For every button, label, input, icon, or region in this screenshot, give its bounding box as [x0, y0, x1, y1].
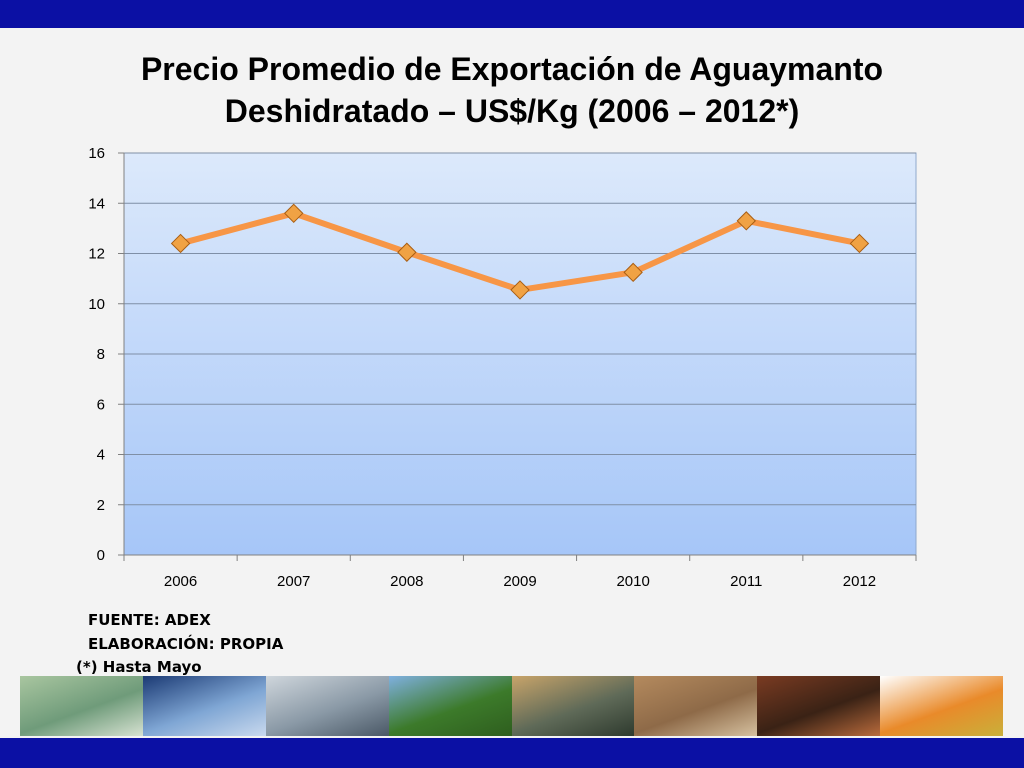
data-point-marker — [397, 242, 417, 262]
data-point-marker — [510, 280, 530, 300]
footnote: (*) Hasta Mayo — [76, 658, 202, 676]
chart-title-line-1: Precio Promedio de Exportación de Aguaym… — [140, 51, 884, 87]
chart-title: Precio Promedio de Exportación de Aguaym… — [0, 48, 1024, 132]
y-tick-label: 12 — [88, 246, 105, 263]
elaboration-note: ELABORACIÓN: PROPIA — [88, 634, 284, 653]
data-point-marker — [170, 233, 191, 254]
bottom-bar — [0, 738, 1024, 768]
globe-map-photo — [142, 676, 266, 736]
x-tick-label: 2007 — [277, 573, 310, 590]
y-tick-label: 2 — [97, 497, 105, 514]
x-tick-label: 2006 — [164, 573, 197, 590]
y-tick-label: 4 — [97, 447, 105, 464]
chart-notes: FUENTE: ADEX ELABORACIÓN: PROPIA (*) Has… — [76, 609, 283, 680]
y-tick-label: 10 — [88, 296, 105, 313]
data-point-marker — [849, 233, 870, 254]
crop-field-photo — [388, 676, 512, 736]
photo-strip — [20, 676, 1003, 736]
money-photo — [20, 676, 143, 736]
line-chart: 0 2 4 6 8 10 12 14 16 2006 2007 2008 2009 2010 2011 201… — [88, 145, 917, 590]
y-tick-label: 14 — [88, 195, 105, 212]
golden-berries-photo — [880, 676, 1003, 736]
data-point-marker — [623, 262, 643, 283]
x-tick-label: 2009 — [503, 573, 536, 590]
vicunas-photo — [634, 676, 758, 736]
x-tick-label: 2010 — [616, 573, 649, 590]
dried-fruit-photo — [757, 676, 881, 736]
x-tick-label: 2011 — [730, 573, 762, 590]
y-tick-label: 0 — [97, 547, 105, 564]
source-note: FUENTE: ADEX — [88, 611, 211, 629]
farm-workers-photo — [511, 676, 635, 736]
data-point-marker — [284, 203, 304, 224]
chart-title-line-2: Deshidratado – US$/Kg (2006 – 2012*) — [224, 93, 800, 129]
y-tick-label: 16 — [88, 145, 105, 162]
data-point-marker — [736, 211, 756, 231]
x-tick-label: 2012 — [843, 573, 876, 590]
top-bar — [0, 0, 1024, 28]
x-tick-label: 2008 — [390, 573, 423, 590]
cargo-ship-photo — [265, 676, 389, 736]
y-tick-label: 8 — [97, 346, 105, 363]
y-tick-label: 6 — [97, 396, 105, 413]
